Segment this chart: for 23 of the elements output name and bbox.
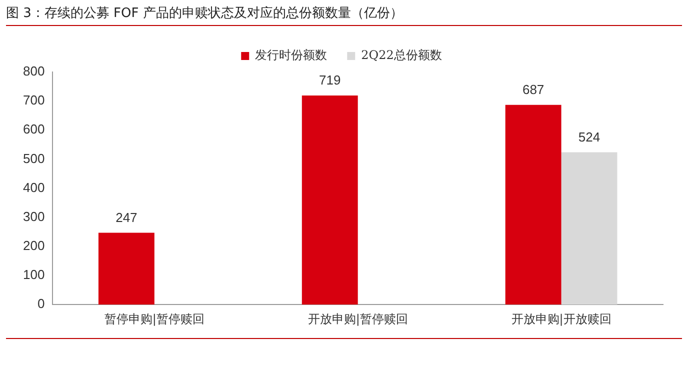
data-label: 524: [578, 129, 600, 144]
y-tick-label: 200: [22, 238, 45, 254]
y-tick-label: 300: [22, 208, 45, 224]
y-tick-label: 0: [37, 296, 45, 312]
y-tick-label: 600: [22, 122, 45, 137]
y-tick-label: 700: [22, 92, 45, 108]
data-label: 687: [522, 82, 544, 97]
chart-title: 图 3：存续的公募 FOF 产品的申赎状态及对应的总份额数量（亿份）: [6, 4, 682, 26]
y-tick-label: 800: [22, 64, 45, 79]
x-tick-label: 开放申购|开放赎回: [511, 312, 612, 326]
y-tick-label: 100: [22, 267, 45, 282]
x-tick-label: 暂停申购|暂停赎回: [104, 312, 204, 326]
legend-label: 发行时份额数: [255, 48, 328, 62]
bar: [561, 152, 618, 305]
legend-label: 2Q22总份额数: [361, 48, 442, 62]
bar: [302, 96, 358, 305]
x-tick-label: 开放申购|暂停赎回: [308, 312, 408, 326]
bar: [505, 104, 562, 305]
data-label: 719: [319, 72, 341, 88]
y-tick-label: 400: [22, 180, 45, 195]
bar: [98, 232, 154, 305]
y-tick-label: 500: [22, 150, 45, 166]
data-label: 247: [116, 210, 138, 225]
